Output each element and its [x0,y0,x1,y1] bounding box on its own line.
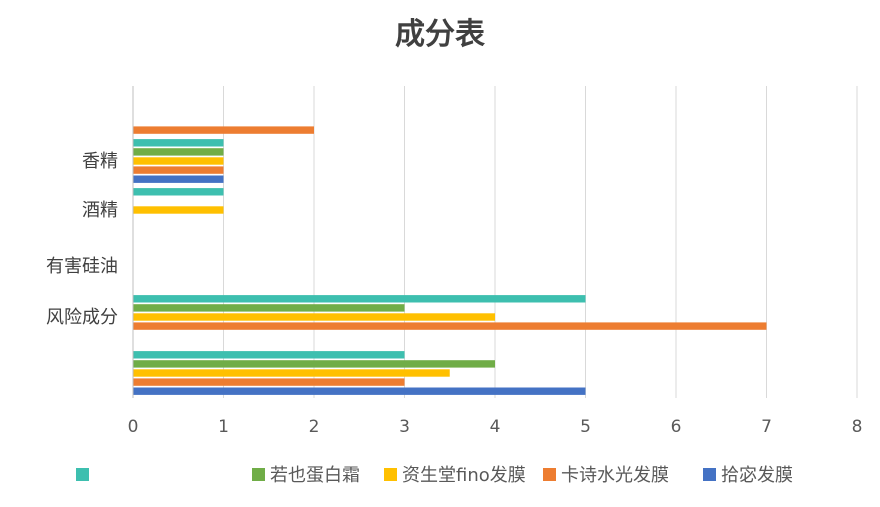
x-tick-label: 4 [490,417,501,437]
bar-series-3-cat-4 [133,148,224,156]
y-category-label: 酒精 [82,200,118,221]
y-category-label: 风险成分 [46,307,118,328]
x-tick-label: 8 [852,417,863,437]
legend-label-1: 卡诗水光发膜 [561,465,669,486]
x-tick-label: 6 [671,417,682,437]
bar-series-1-cat-5 [133,126,314,134]
bar-series-4-cat-4 [133,139,224,147]
legend: 若也蛋白霜 资生堂fino发膜 卡诗水光发膜 拾宓发膜 [76,465,793,486]
bar-series-2-cat-3 [133,206,224,214]
chart-title: 成分表 [395,17,485,52]
x-tick-label: 2 [309,417,320,437]
bar-series-4-cat-3 [133,188,224,196]
y-category-label: 香精 [82,151,118,172]
bar-series-1-cat-0 [133,378,405,386]
bar-series-2-cat-4 [133,157,224,165]
bar-series-2-cat-1 [133,313,495,321]
bar-series-3-cat-0 [133,360,495,368]
legend-swatch-0 [703,468,716,481]
axes: 0 1 2 3 4 5 6 7 8 风险成分 有害硅油 酒精 香精 [46,86,862,437]
x-tick-label: 0 [128,417,139,437]
bar-series-0-cat-4 [133,175,224,183]
legend-swatch-4 [76,468,89,481]
legend-swatch-1 [543,468,556,481]
bars [133,126,767,395]
y-category-label: 有害硅油 [46,256,118,277]
x-tick-label: 3 [399,417,410,437]
legend-label-0: 拾宓发膜 [721,465,793,486]
bar-series-0-cat-0 [133,387,586,395]
x-tick-label: 1 [218,417,229,437]
bar-series-4-cat-1 [133,295,586,303]
bar-series-4-cat-0 [133,351,405,359]
bar-series-2-cat-0 [133,369,450,377]
x-tick-label: 7 [761,417,772,437]
legend-label-3: 若也蛋白霜 [270,465,360,486]
grid-lines [223,86,858,398]
legend-label-2: 资生堂fino发膜 [402,465,526,486]
bar-series-1-cat-4 [133,166,224,174]
bar-series-1-cat-1 [133,322,767,330]
legend-swatch-2 [384,468,397,481]
x-tick-label: 5 [580,417,591,437]
bar-series-3-cat-1 [133,304,405,312]
legend-swatch-3 [252,468,265,481]
